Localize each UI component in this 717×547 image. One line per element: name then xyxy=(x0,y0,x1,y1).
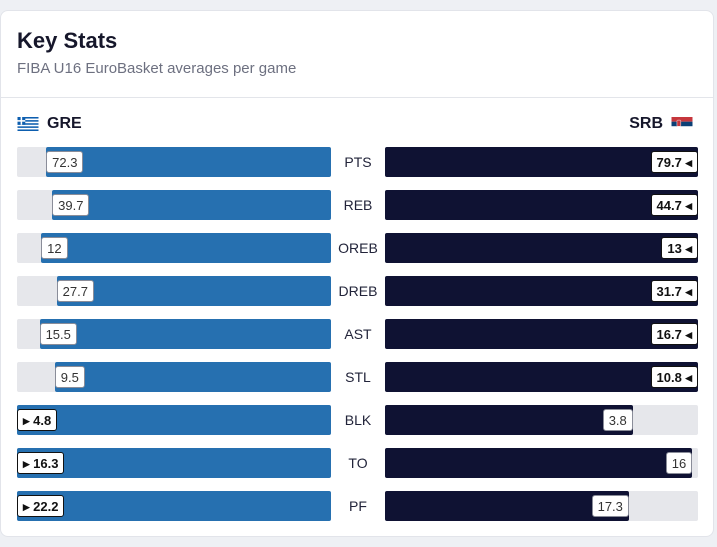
key-stats-card: Key Stats FIBA U16 EuroBasket averages p… xyxy=(0,10,714,537)
stat-row: 72.3 PTS 79.7 ◂ xyxy=(1,147,713,177)
team-srb: SRB xyxy=(629,115,693,133)
gre-value-label: ▸ 22.2 xyxy=(17,495,65,517)
stat-category-label: STL xyxy=(345,369,371,385)
gre-bar: ▸ 4.8 xyxy=(17,405,331,435)
stat-row: 39.7 REB 44.7 ◂ xyxy=(1,190,713,220)
stat-row: ▸ 16.3 TO 16 xyxy=(1,448,713,478)
srb-value-label: 10.8 ◂ xyxy=(650,366,698,388)
gre-bar: ▸ 16.3 xyxy=(17,448,331,478)
stat-category-label: BLK xyxy=(344,412,372,428)
team-gre-label: GRE xyxy=(47,115,82,132)
gre-track: ▸ 16.3 xyxy=(17,448,331,478)
stat-category-label: REB xyxy=(343,197,373,213)
card-subtitle: FIBA U16 EuroBasket averages per game xyxy=(17,60,297,77)
team-srb-label: SRB xyxy=(629,115,663,132)
gre-bar: 12 xyxy=(41,233,331,263)
srb-bar: 16.7 ◂ xyxy=(385,319,698,349)
srb-track: 16.7 ◂ xyxy=(385,319,698,349)
stat-row: 15.5 AST 16.7 ◂ xyxy=(1,319,713,349)
srb-bar: 17.3 xyxy=(385,491,629,521)
gre-track: 9.5 xyxy=(17,362,331,392)
gre-track: 27.7 xyxy=(17,276,331,306)
serbia-flag-icon xyxy=(671,117,693,131)
card-header: Key Stats FIBA U16 EuroBasket averages p… xyxy=(1,11,713,98)
gre-value-label: 12 xyxy=(41,237,68,259)
team-gre: GRE xyxy=(17,115,82,133)
gre-bar: 9.5 xyxy=(54,362,331,392)
stat-category-label: PTS xyxy=(344,154,372,170)
stat-category-label: OREB xyxy=(338,240,378,256)
gre-track: 72.3 xyxy=(17,147,331,177)
srb-value-label: 13 ◂ xyxy=(661,237,698,259)
gre-bar: 72.3 xyxy=(46,147,331,177)
stat-category-label: DREB xyxy=(338,283,378,299)
stat-row: ▸ 22.2 PF 17.3 xyxy=(1,491,713,521)
srb-track: 13 ◂ xyxy=(385,233,698,263)
srb-value-label: 31.7 ◂ xyxy=(650,280,698,302)
srb-track: 79.7 ◂ xyxy=(385,147,698,177)
gre-track: 12 xyxy=(17,233,331,263)
srb-value-label: 79.7 ◂ xyxy=(650,151,698,173)
srb-value-label: 17.3 xyxy=(591,495,629,517)
gre-bar: 39.7 xyxy=(52,190,331,220)
card-title: Key Stats xyxy=(17,28,118,53)
srb-track: 44.7 ◂ xyxy=(385,190,698,220)
srb-bar: 31.7 ◂ xyxy=(385,276,698,306)
srb-bar: 10.8 ◂ xyxy=(385,362,698,392)
srb-track: 17.3 xyxy=(385,491,698,521)
gre-value-label: ▸ 16.3 xyxy=(17,452,65,474)
srb-track: 31.7 ◂ xyxy=(385,276,698,306)
gre-track: ▸ 4.8 xyxy=(17,405,331,435)
gre-value-label: ▸ 4.8 xyxy=(17,409,58,431)
srb-bar: 79.7 ◂ xyxy=(385,147,698,177)
stat-row: ▸ 4.8 BLK 3.8 xyxy=(1,405,713,435)
gre-value-label: 27.7 xyxy=(56,280,94,302)
stat-category-label: PF xyxy=(349,498,367,514)
stat-row: 27.7 DREB 31.7 ◂ xyxy=(1,276,713,306)
srb-value-label: 16.7 ◂ xyxy=(650,323,698,345)
gre-bar: 15.5 xyxy=(39,319,331,349)
stat-row: 12 OREB 13 ◂ xyxy=(1,233,713,263)
stat-category-label: TO xyxy=(348,455,368,471)
stat-row: 9.5 STL 10.8 ◂ xyxy=(1,362,713,392)
gre-track: 39.7 xyxy=(17,190,331,220)
srb-bar: 13 ◂ xyxy=(385,233,698,263)
srb-value-label: 16 xyxy=(665,452,693,474)
srb-track: 16 xyxy=(385,448,698,478)
gre-bar: ▸ 22.2 xyxy=(17,491,331,521)
gre-value-label: 15.5 xyxy=(39,323,77,345)
srb-track: 3.8 xyxy=(385,405,698,435)
gre-track: ▸ 22.2 xyxy=(17,491,331,521)
gre-value-label: 9.5 xyxy=(54,366,85,388)
gre-bar: 27.7 xyxy=(56,276,331,306)
stat-category-label: AST xyxy=(344,326,372,342)
gre-track: 15.5 xyxy=(17,319,331,349)
greece-flag-icon xyxy=(17,117,39,131)
srb-bar: 44.7 ◂ xyxy=(385,190,698,220)
srb-track: 10.8 ◂ xyxy=(385,362,698,392)
gre-value-label: 39.7 xyxy=(52,194,90,216)
gre-value-label: 72.3 xyxy=(46,151,84,173)
srb-value-label: 44.7 ◂ xyxy=(650,194,698,216)
srb-bar: 3.8 xyxy=(385,405,633,435)
srb-bar: 16 xyxy=(385,448,693,478)
srb-value-label: 3.8 xyxy=(602,409,633,431)
